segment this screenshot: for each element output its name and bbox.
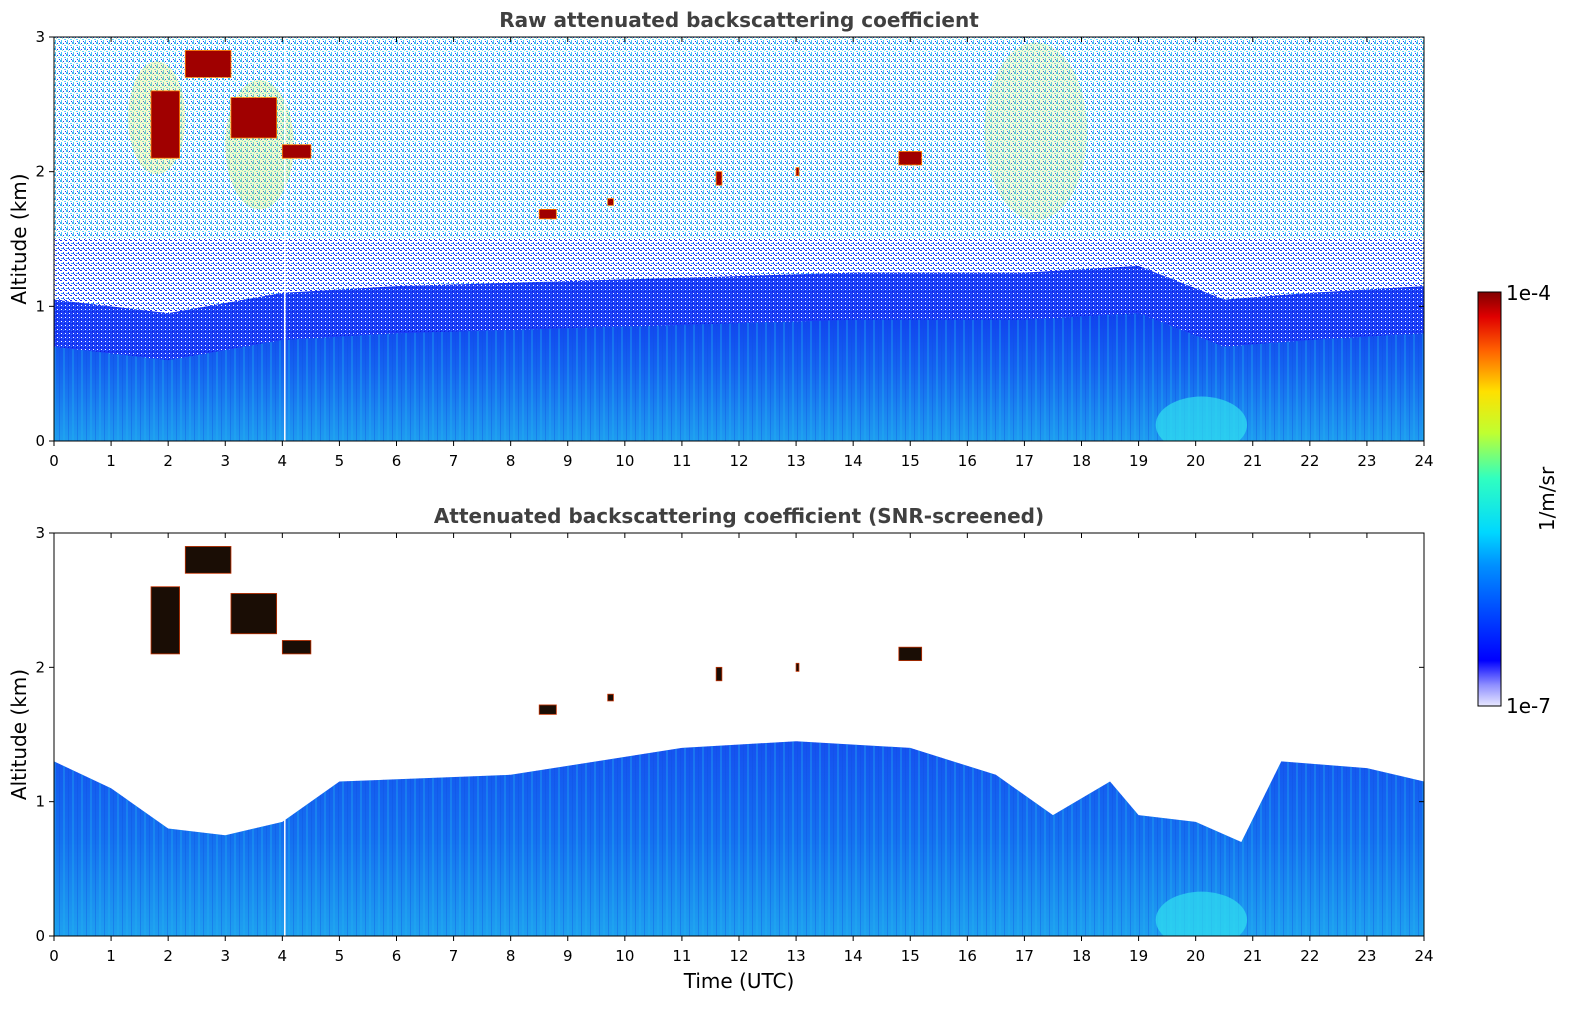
- x-tick-label: 2: [163, 452, 173, 470]
- boundary-layer-texture: [54, 313, 1424, 441]
- colorbar-min-label: 1e-7: [1506, 694, 1551, 718]
- cloud-layer: [538, 208, 557, 220]
- cloud-layer: [230, 97, 278, 139]
- x-tick-label: 24: [1414, 452, 1433, 470]
- x-tick-label: 16: [958, 947, 977, 965]
- x-tick-label: 3: [220, 947, 230, 965]
- x-tick-label: 0: [49, 947, 59, 965]
- y-tick-label: 1: [35, 297, 45, 315]
- x-tick-label: 6: [392, 452, 402, 470]
- x-tick-label: 16: [958, 452, 977, 470]
- x-tick-label: 20: [1186, 947, 1205, 965]
- x-tick-label: 6: [392, 947, 402, 965]
- cloud-layer: [898, 646, 923, 662]
- y-axis-label: Altitude (km): [7, 669, 31, 800]
- cloud-layer: [281, 640, 312, 655]
- colorbar: 1e-4 1e-7 1/m/sr: [1477, 281, 1559, 718]
- cloud-layer: [538, 704, 557, 715]
- data-gap: [284, 37, 286, 441]
- screened-texture: [54, 741, 1424, 936]
- y-tick-label: 2: [35, 658, 45, 676]
- x-tick-label: 14: [844, 452, 863, 470]
- x-tick-label: 21: [1243, 452, 1262, 470]
- heatmap-area: [54, 37, 1424, 441]
- data-gap: [284, 533, 286, 936]
- x-tick-label: 15: [901, 452, 920, 470]
- x-tick-label: 21: [1243, 947, 1262, 965]
- x-tick-label: 4: [278, 452, 288, 470]
- x-tick-label: 9: [563, 452, 573, 470]
- x-tick-label: 13: [787, 452, 806, 470]
- x-tick-label: 3: [220, 452, 230, 470]
- surface-plume: [1155, 396, 1248, 441]
- surface-plume: [1155, 891, 1248, 936]
- x-tick-label: 2: [163, 947, 173, 965]
- x-tick-label: 23: [1357, 947, 1376, 965]
- panel-title: Raw attenuated backscattering coefficien…: [499, 8, 979, 32]
- cloud-layer: [150, 586, 180, 655]
- cloud-layer: [230, 593, 278, 635]
- x-tick-label: 18: [1072, 947, 1091, 965]
- cloud-layer: [184, 546, 232, 574]
- x-tick-label: 7: [449, 452, 459, 470]
- colorbar-unit-label: 1/m/sr: [1535, 466, 1559, 531]
- x-tick-label: 20: [1186, 452, 1205, 470]
- cloud-layer: [281, 144, 312, 159]
- x-tick-label: 8: [506, 452, 516, 470]
- colorbar-gradient: [1477, 291, 1502, 707]
- x-tick-label: 17: [1015, 947, 1034, 965]
- cloud-layer: [184, 50, 232, 78]
- y-axis-label: Altitude (km): [7, 173, 31, 304]
- y-tick-label: 2: [35, 163, 45, 181]
- x-tick-label: 0: [49, 452, 59, 470]
- x-tick-label: 14: [844, 947, 863, 965]
- x-tick-label: 13: [787, 947, 806, 965]
- heatmap-area: [54, 533, 1424, 936]
- x-tick-label: 22: [1300, 452, 1319, 470]
- x-tick-label: 1: [106, 452, 116, 470]
- cloud-layer: [607, 198, 614, 206]
- x-tick-label: 17: [1015, 452, 1034, 470]
- x-tick-label: 11: [672, 452, 691, 470]
- x-tick-label: 15: [901, 947, 920, 965]
- x-tick-label: 11: [672, 947, 691, 965]
- panel-raw: Raw attenuated backscattering coefficien…: [7, 8, 1434, 470]
- cloud-layer: [795, 662, 800, 672]
- x-tick-label: 1: [106, 947, 116, 965]
- y-tick-label: 0: [35, 927, 45, 945]
- x-tick-label: 8: [506, 947, 516, 965]
- x-tick-label: 24: [1414, 947, 1433, 965]
- x-tick-label: 19: [1129, 947, 1148, 965]
- y-tick-label: 1: [35, 793, 45, 811]
- x-tick-label: 12: [729, 947, 748, 965]
- cloud-layer: [715, 666, 723, 682]
- cloud-layer: [607, 693, 614, 702]
- x-tick-label: 10: [615, 947, 634, 965]
- cloud-layer: [795, 167, 800, 177]
- x-tick-label: 12: [729, 452, 748, 470]
- panel-screened: Attenuated backscattering coefficient (S…: [7, 504, 1434, 993]
- y-tick-label: 3: [35, 524, 45, 542]
- x-tick-label: 18: [1072, 452, 1091, 470]
- colorbar-max-label: 1e-4: [1506, 281, 1551, 305]
- x-tick-label: 19: [1129, 452, 1148, 470]
- y-tick-label: 3: [35, 28, 45, 46]
- y-tick-label: 0: [35, 432, 45, 450]
- panel-title: Attenuated backscattering coefficient (S…: [434, 504, 1044, 528]
- cloud-layer: [898, 151, 923, 166]
- cloud-layer: [715, 171, 723, 186]
- x-tick-label: 5: [335, 947, 345, 965]
- x-tick-label: 5: [335, 452, 345, 470]
- x-tick-label: 10: [615, 452, 634, 470]
- x-tick-label: 4: [278, 947, 288, 965]
- x-tick-label: 7: [449, 947, 459, 965]
- noise-upper: [54, 37, 1424, 239]
- x-axis-label: Time (UTC): [683, 969, 795, 993]
- x-tick-label: 9: [563, 947, 573, 965]
- x-tick-label: 22: [1300, 947, 1319, 965]
- aerosol-plume: [984, 42, 1088, 221]
- cloud-layer: [150, 90, 180, 159]
- x-tick-label: 23: [1357, 452, 1376, 470]
